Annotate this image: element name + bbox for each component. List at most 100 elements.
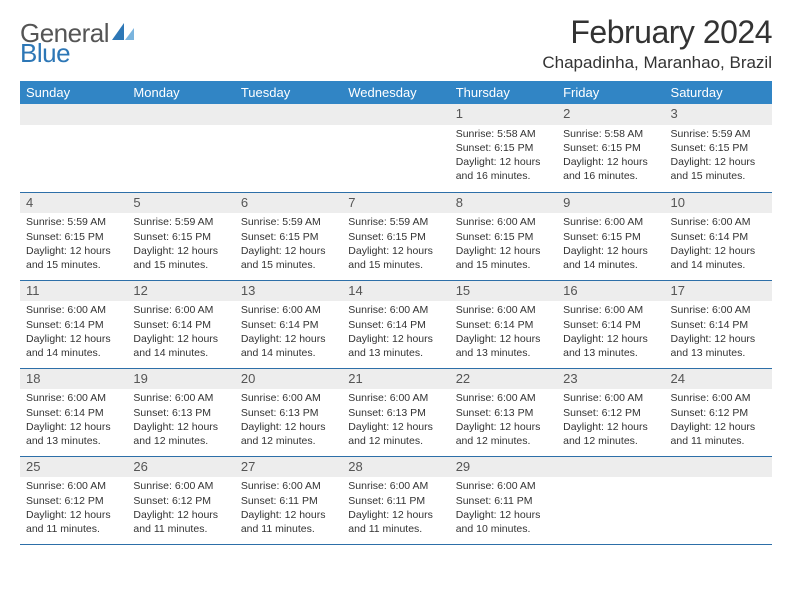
day-detail-line: Sunset: 6:15 PM [563, 231, 641, 243]
calendar-cell: 8Sunrise: 6:00 AMSunset: 6:15 PMDaylight… [450, 192, 557, 280]
day-number: 18 [20, 369, 127, 390]
day-detail [127, 125, 234, 185]
day-detail-line: Sunrise: 6:00 AM [133, 392, 213, 404]
day-detail-line: Sunrise: 6:00 AM [133, 480, 213, 492]
calendar-cell: 16Sunrise: 6:00 AMSunset: 6:14 PMDayligh… [557, 280, 664, 368]
calendar-cell: 29Sunrise: 6:00 AMSunset: 6:11 PMDayligh… [450, 456, 557, 544]
day-number: 19 [127, 369, 234, 390]
calendar-cell: 25Sunrise: 6:00 AMSunset: 6:12 PMDayligh… [20, 456, 127, 544]
calendar-cell: 18Sunrise: 6:00 AMSunset: 6:14 PMDayligh… [20, 368, 127, 456]
day-number: 28 [342, 457, 449, 478]
day-detail: Sunrise: 6:00 AMSunset: 6:13 PMDaylight:… [342, 389, 449, 452]
day-number: 10 [665, 193, 772, 214]
day-detail-line: Sunset: 6:15 PM [348, 231, 426, 243]
day-detail-line: Daylight: 12 hours and 13 minutes. [671, 333, 756, 359]
calendar-cell: 20Sunrise: 6:00 AMSunset: 6:13 PMDayligh… [235, 368, 342, 456]
day-detail-line: Daylight: 12 hours and 15 minutes. [671, 156, 756, 182]
day-detail-line: Sunrise: 6:00 AM [348, 304, 428, 316]
calendar-week-row: 4Sunrise: 5:59 AMSunset: 6:15 PMDaylight… [20, 192, 772, 280]
day-detail: Sunrise: 6:00 AMSunset: 6:14 PMDaylight:… [235, 301, 342, 364]
day-detail: Sunrise: 6:00 AMSunset: 6:13 PMDaylight:… [235, 389, 342, 452]
day-detail-line: Sunrise: 6:00 AM [241, 480, 321, 492]
day-detail-line: Sunrise: 6:00 AM [671, 392, 751, 404]
calendar-body: 1 Sunrise: 5:58 AM Sunset: 6:15 PM Daylight… [20, 104, 772, 544]
day-detail: Sunrise: 5:59 AMSunset: 6:15 PMDaylight:… [342, 213, 449, 276]
day-number: 15 [450, 281, 557, 302]
day-detail-line: Daylight: 12 hours and 11 minutes. [348, 509, 433, 535]
calendar-cell: 17Sunrise: 6:00 AMSunset: 6:14 PMDayligh… [665, 280, 772, 368]
day-detail: Sunrise: 5:59 AMSunset: 6:15 PMDaylight:… [127, 213, 234, 276]
day-detail-line: Daylight: 12 hours and 14 minutes. [26, 333, 111, 359]
day-detail: Sunrise: 6:00 AMSunset: 6:12 PMDaylight:… [20, 477, 127, 540]
header: GeneralBlue February 2024 Chapadinha, Ma… [20, 14, 772, 73]
day-detail: Sunrise: 6:00 AMSunset: 6:14 PMDaylight:… [450, 301, 557, 364]
calendar-cell: 6Sunrise: 5:59 AMSunset: 6:15 PMDaylight… [235, 192, 342, 280]
day-detail-line: Daylight: 12 hours and 12 minutes. [348, 421, 433, 447]
day-detail-line: Daylight: 12 hours and 14 minutes. [563, 245, 648, 271]
day-number: 1 [450, 104, 557, 125]
day-detail-line: Sunset: 6:13 PM [456, 407, 534, 419]
day-detail [342, 125, 449, 185]
day-detail-line: Sunrise: 6:00 AM [26, 480, 106, 492]
calendar-cell: 11Sunrise: 6:00 AMSunset: 6:14 PMDayligh… [20, 280, 127, 368]
day-detail: Sunrise: 6:00 AMSunset: 6:13 PMDaylight:… [450, 389, 557, 452]
weekday-row: SundayMondayTuesdayWednesdayThursdayFrid… [20, 81, 772, 104]
day-detail [557, 477, 664, 537]
day-detail-line: Daylight: 12 hours and 11 minutes. [241, 509, 326, 535]
weekday-header: Thursday [450, 81, 557, 104]
brand-text-b: Blue [20, 40, 70, 66]
day-number: 6 [235, 193, 342, 214]
calendar-cell: 12Sunrise: 6:00 AMSunset: 6:14 PMDayligh… [127, 280, 234, 368]
day-detail-line: Sunrise: 6:00 AM [456, 480, 536, 492]
day-detail-line: Sunset: 6:13 PM [348, 407, 426, 419]
day-detail: Sunrise: 6:00 AMSunset: 6:12 PMDaylight:… [557, 389, 664, 452]
day-detail-line: Daylight: 12 hours and 11 minutes. [671, 421, 756, 447]
day-detail-line: Sunrise: 5:58 AM [456, 128, 536, 140]
day-detail-line: Daylight: 12 hours and 12 minutes. [563, 421, 648, 447]
calendar-cell [20, 104, 127, 192]
day-detail-line: Sunrise: 6:00 AM [456, 392, 536, 404]
day-detail-line: Daylight: 12 hours and 15 minutes. [456, 245, 541, 271]
calendar-cell: 1Sunrise: 5:58 AMSunset: 6:15 PMDaylight… [450, 104, 557, 192]
calendar-cell: 24 Sunrise: 6:00 AM Sunset: 6:12 PM Dayligh… [665, 368, 772, 456]
day-detail-line: Sunrise: 6:00 AM [456, 216, 536, 228]
day-detail: Sunrise: 6:00 AMSunset: 6:14 PMDaylight:… [665, 213, 772, 276]
calendar-table: SundayMondayTuesdayWednesdayThursdayFrid… [20, 81, 772, 545]
day-number [665, 457, 772, 478]
day-detail-line: Daylight: 12 hours and 12 minutes. [241, 421, 326, 447]
calendar-cell [235, 104, 342, 192]
day-detail-line: Sunrise: 6:00 AM [241, 304, 321, 316]
page-title: February 2024 [542, 14, 772, 51]
day-detail-line: Daylight: 12 hours and 15 minutes. [133, 245, 218, 271]
day-number: 9 [557, 193, 664, 214]
day-number [127, 104, 234, 125]
day-detail-line: Sunset: 6:15 PM [671, 142, 749, 154]
day-detail-line: Sunset: 6:14 PM [133, 319, 211, 331]
day-detail-line: Sunrise: 5:59 AM [133, 216, 213, 228]
day-detail [665, 477, 772, 537]
day-detail: Sunrise: 6:00 AMSunset: 6:14 PMDaylight:… [127, 301, 234, 364]
day-detail: Sunrise: 5:59 AMSunset: 6:15 PMDaylight:… [20, 213, 127, 276]
day-detail-line: Daylight: 12 hours and 14 minutes. [671, 245, 756, 271]
day-detail-line: Daylight: 12 hours and 13 minutes. [563, 333, 648, 359]
calendar-cell [557, 456, 664, 544]
calendar-cell: 23Sunrise: 6:00 AMSunset: 6:12 PMDayligh… [557, 368, 664, 456]
day-detail-line: Sunrise: 6:00 AM [348, 480, 428, 492]
day-detail-line: Sunset: 6:12 PM [671, 407, 749, 419]
day-detail-line: Sunset: 6:15 PM [26, 231, 104, 243]
day-detail-line: Daylight: 12 hours and 15 minutes. [26, 245, 111, 271]
day-detail-line: Daylight: 12 hours and 13 minutes. [348, 333, 433, 359]
calendar-cell: 27Sunrise: 6:00 AMSunset: 6:11 PMDayligh… [235, 456, 342, 544]
day-number: 24 [665, 369, 772, 390]
day-detail-line: Daylight: 12 hours and 11 minutes. [133, 509, 218, 535]
calendar-cell: 15Sunrise: 6:00 AMSunset: 6:14 PMDayligh… [450, 280, 557, 368]
calendar-cell: 7Sunrise: 5:59 AMSunset: 6:15 PMDaylight… [342, 192, 449, 280]
day-detail-line: Sunset: 6:14 PM [563, 319, 641, 331]
day-number [20, 104, 127, 125]
day-detail-line: Sunrise: 6:00 AM [563, 216, 643, 228]
calendar-week-row: 1 Sunrise: 5:58 AM Sunset: 6:15 PM Daylight… [20, 104, 772, 192]
day-detail-line: Sunset: 6:13 PM [241, 407, 319, 419]
day-number: 5 [127, 193, 234, 214]
day-detail-line: Sunset: 6:14 PM [241, 319, 319, 331]
day-detail-line: Sunset: 6:14 PM [348, 319, 426, 331]
